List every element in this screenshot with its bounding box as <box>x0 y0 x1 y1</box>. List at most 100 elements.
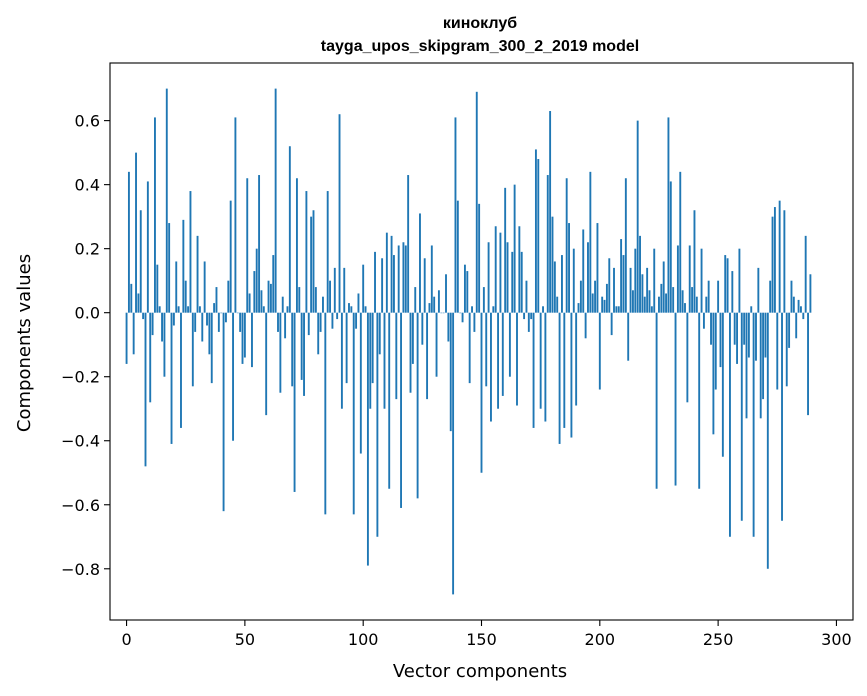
bar-169 <box>525 280 528 313</box>
x-tick-label: 300 <box>821 630 852 649</box>
bar-209 <box>620 239 623 313</box>
bar-279 <box>785 312 788 387</box>
bar-48 <box>239 312 242 332</box>
bar-13 <box>156 264 159 313</box>
bar-235 <box>681 290 684 313</box>
bar-137 <box>449 312 452 432</box>
x-tick-label: 200 <box>585 630 616 649</box>
bar-6 <box>139 210 142 313</box>
bar-188 <box>570 312 573 438</box>
bar-160 <box>504 187 507 313</box>
bar-98 <box>357 293 360 313</box>
bar-95 <box>350 306 353 313</box>
bar-191 <box>577 303 580 313</box>
bar-109 <box>383 312 386 409</box>
bar-42 <box>225 312 227 323</box>
bar-148 <box>475 91 478 313</box>
bar-125 <box>421 312 424 345</box>
bar-127 <box>426 312 429 400</box>
bar-12 <box>154 117 156 313</box>
bar-146 <box>471 306 473 313</box>
x-tick-label: 50 <box>235 630 255 649</box>
bar-30 <box>196 235 199 313</box>
bar-105 <box>374 251 376 313</box>
bar-7 <box>142 312 145 320</box>
bar-232 <box>674 312 677 486</box>
bar-85 <box>326 191 329 313</box>
bar-120 <box>409 312 412 393</box>
bar-50 <box>243 312 246 358</box>
bar-110 <box>385 232 388 313</box>
bar-286 <box>802 312 805 320</box>
y-axis-label: Components values <box>14 254 35 432</box>
y-tick-label: −0.2 <box>61 368 100 387</box>
bar-158 <box>499 232 502 313</box>
bar-91 <box>340 312 343 409</box>
bar-140 <box>456 200 459 313</box>
bar-190 <box>575 312 578 406</box>
bar-38 <box>215 287 218 313</box>
bar-40 <box>220 312 223 314</box>
bar-210 <box>622 255 625 313</box>
bar-5 <box>137 293 140 313</box>
bar-89 <box>336 312 339 320</box>
bar-122 <box>414 287 417 313</box>
bar-154 <box>490 312 492 422</box>
bar-100 <box>362 264 365 313</box>
bar-series <box>125 88 812 595</box>
bar-132 <box>437 290 440 313</box>
bar-208 <box>617 306 620 313</box>
bar-192 <box>579 280 582 313</box>
chart-title-line2: tayga_upos_skipgram_300_2_2019 model <box>321 38 639 55</box>
bar-243 <box>700 248 703 313</box>
bar-187 <box>568 223 570 313</box>
bar-252 <box>721 312 724 457</box>
bar-201 <box>601 296 604 313</box>
bar-129 <box>430 245 433 313</box>
bar-175 <box>539 312 542 409</box>
bar-278 <box>783 210 786 313</box>
bar-272 <box>769 280 772 313</box>
bar-17 <box>165 88 168 313</box>
y-tick-label: −0.6 <box>61 496 100 515</box>
bar-288 <box>807 312 809 416</box>
bar-74 <box>300 312 303 380</box>
bar-35 <box>208 312 211 355</box>
bar-62 <box>272 255 275 313</box>
bar-255 <box>729 312 731 537</box>
bar-258 <box>736 312 738 364</box>
bar-289 <box>809 274 812 313</box>
bar-14 <box>158 306 161 313</box>
bar-83 <box>322 296 324 313</box>
bar-56 <box>258 175 261 313</box>
bar-116 <box>400 312 402 508</box>
bar-285 <box>800 306 802 313</box>
bar-124 <box>419 213 421 313</box>
bar-189 <box>572 248 575 313</box>
bar-220 <box>646 267 649 313</box>
bar-194 <box>584 312 587 339</box>
x-tick-label: 0 <box>121 630 131 649</box>
bar-239 <box>691 287 694 313</box>
bar-215 <box>634 248 637 313</box>
bar-76 <box>305 191 308 313</box>
bar-282 <box>792 296 795 313</box>
bar-78 <box>310 216 313 313</box>
bar-231 <box>672 287 675 313</box>
bar-149 <box>478 203 481 313</box>
bar-28 <box>191 312 194 387</box>
bar-144 <box>466 271 469 313</box>
bar-34 <box>206 312 208 326</box>
bar-1 <box>127 171 130 313</box>
bar-128 <box>428 303 431 313</box>
bar-41 <box>222 312 225 512</box>
bar-123 <box>416 312 419 499</box>
bar-161 <box>506 242 509 313</box>
bar-3 <box>132 312 135 355</box>
bar-284 <box>797 299 800 313</box>
bar-263 <box>747 312 750 358</box>
bar-200 <box>598 312 601 390</box>
bar-114 <box>395 312 398 400</box>
bar-193 <box>582 229 585 313</box>
bar-58 <box>262 306 265 313</box>
